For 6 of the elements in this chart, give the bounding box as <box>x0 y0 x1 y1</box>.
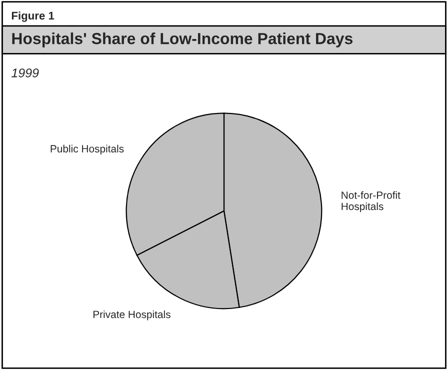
slice-label: Public Hospitals <box>50 144 124 155</box>
slice-label: Not-for-Profit Hospitals <box>342 191 400 212</box>
chart-subtitle: 1999 <box>12 68 39 78</box>
caption: Figure 1 <box>12 11 54 22</box>
chart-title: Hospitals' Share of Low-Income Patient Days <box>12 32 352 48</box>
slice-label: Private Hospitals <box>93 310 170 320</box>
